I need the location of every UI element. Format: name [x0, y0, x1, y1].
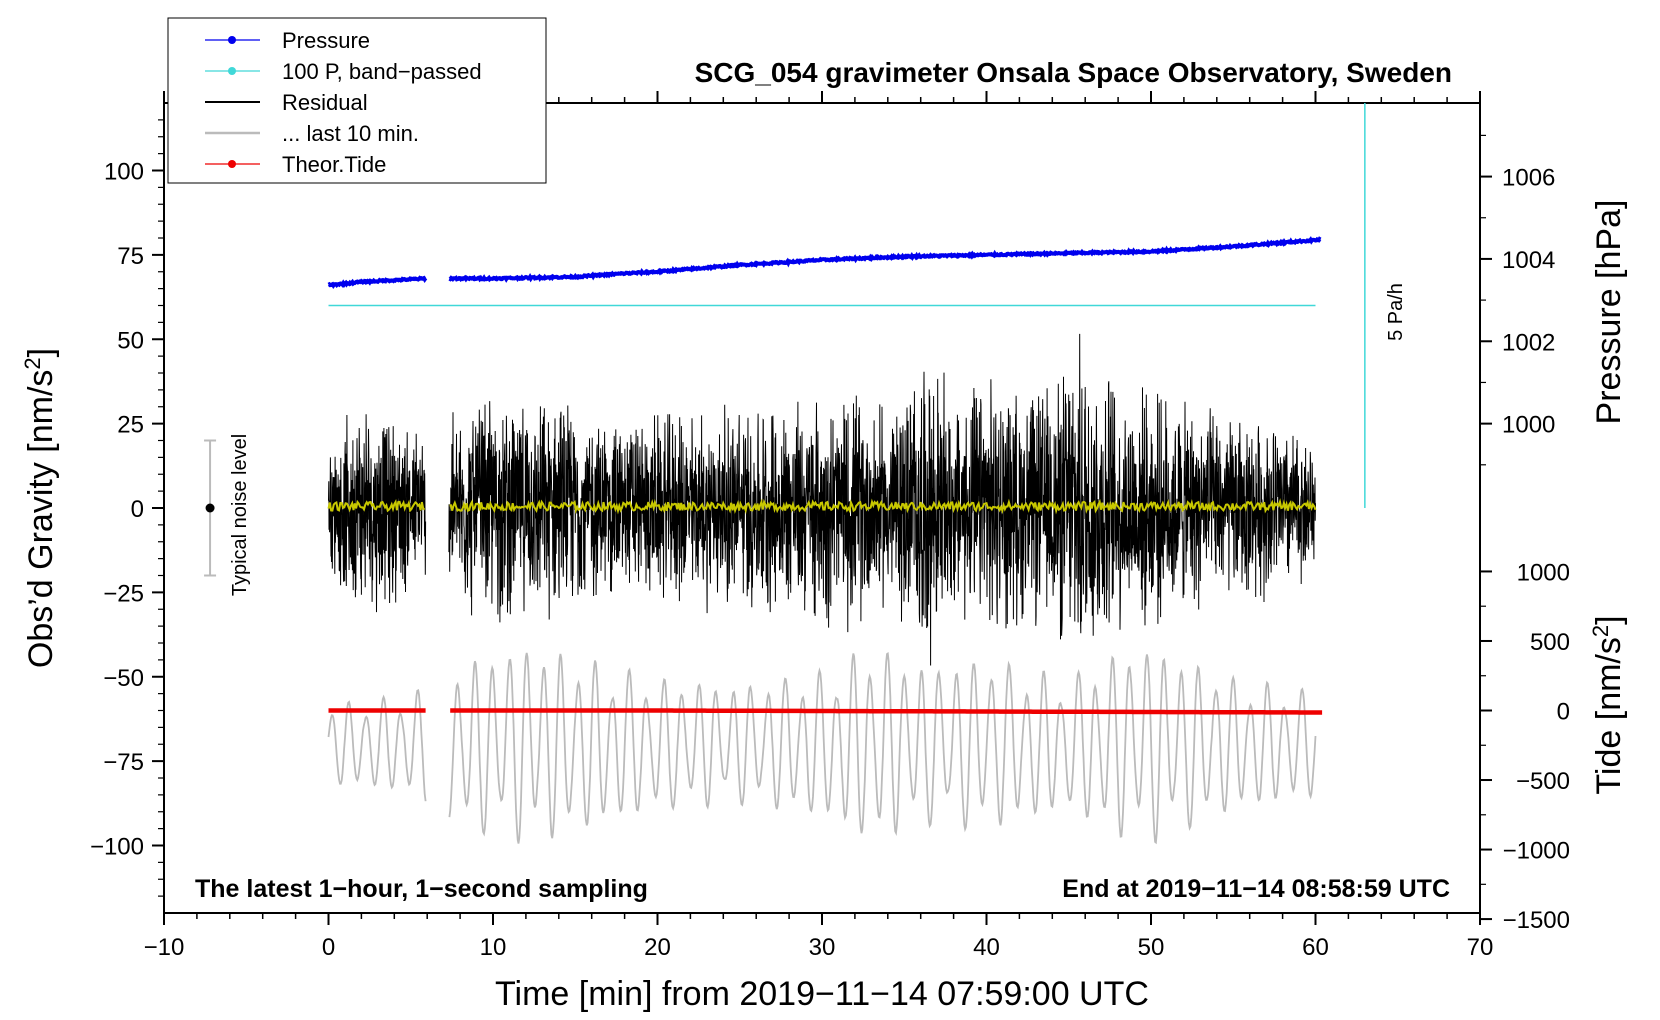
x-tick-label: −10: [144, 934, 185, 961]
legend-box: [167, 17, 547, 184]
x-tick-label: 0: [322, 934, 335, 961]
footnote-left: The latest 1−hour, 1−second sampling: [195, 875, 648, 903]
y-axis-label-tide-text: Tide [nm/s: [1590, 637, 1628, 794]
x-tick-label: 50: [1138, 934, 1165, 961]
series-layer: [327, 236, 1323, 845]
legend-marker: [228, 67, 236, 75]
tide-tick-label: 0: [1557, 699, 1570, 726]
x-tick-label: 60: [1302, 934, 1329, 961]
residual-smoothed-line: [449, 498, 1317, 515]
x-tick-label: 10: [480, 934, 507, 961]
legend-label: 100 P, band−passed: [282, 59, 482, 84]
tide-tick-label: 1000: [1517, 559, 1570, 586]
pressure-tick-label: 1002: [1502, 329, 1555, 356]
residual-smoothed-line: [327, 499, 426, 513]
y-tick-label: −50: [103, 665, 144, 692]
legend: Pressure 100 P, band−passed Residual ... la…: [167, 17, 547, 184]
tide-tick-label: 500: [1530, 629, 1570, 656]
tide-tick-label: −1500: [1503, 907, 1570, 934]
y-tick-label: 0: [131, 496, 144, 523]
y-tick-label: 75: [117, 243, 144, 270]
residual-line: [328, 414, 427, 613]
legend-label: Residual: [282, 90, 368, 115]
pressure-tick-label: 1006: [1502, 165, 1555, 192]
tide-tick-label: −500: [1516, 768, 1570, 795]
y-axis-label-tide-end: ]: [1590, 615, 1628, 624]
last-10-min-line: [448, 651, 1317, 845]
legend-label: ... last 10 min.: [282, 121, 419, 146]
legend-label: Theor.Tide: [282, 152, 386, 177]
y-axis-label-tide: Tide [nm/s2]: [1588, 615, 1628, 794]
y-axis-label-left-text: Obs’d Gravity [nm/s: [22, 370, 60, 669]
y-tick-label: 100: [104, 159, 144, 186]
x-tick-label: 70: [1467, 934, 1494, 961]
y-axis-label-left: Obs’d Gravity [nm/s2]: [20, 348, 60, 668]
y-tick-label: 50: [117, 327, 144, 354]
x-tick-label: 30: [809, 934, 836, 961]
x-tick-label: 40: [973, 934, 1000, 961]
legend-label: Pressure: [282, 28, 370, 53]
y-tick-label: −25: [103, 580, 144, 607]
y-axis-label-left-sup: 2: [20, 357, 45, 369]
theor-tide-line: [450, 708, 1323, 715]
tide-tick-label: −1000: [1503, 838, 1570, 865]
noise-level-label: Typical noise level: [229, 434, 251, 596]
last-10-min-line: [327, 689, 427, 802]
legend-marker: [228, 36, 236, 44]
y-axis-label-pressure: Pressure [hPa]: [1590, 200, 1628, 425]
pressure-line: [327, 275, 428, 290]
marks-layer: [204, 103, 1366, 577]
rate-label: 5 Pa/h: [1385, 283, 1407, 341]
y-tick-label: 25: [117, 412, 144, 439]
y-tick-label: −100: [90, 834, 144, 861]
x-axis: −10 0 10 20 30 40 50 60 70: [144, 91, 1494, 961]
y-axis-label-left-end: ]: [22, 348, 60, 357]
y-axis-label-tide-sup: 2: [1588, 625, 1613, 637]
y-axis-tide: 1000 500 0 −500 −1000 −1500: [1480, 559, 1570, 934]
footnote-right: End at 2019−11−14 08:58:59 UTC: [1062, 875, 1450, 903]
pressure-line: [448, 236, 1322, 283]
x-axis-label: Time [min] from 2019−11−14 07:59:00 UTC: [495, 975, 1149, 1013]
legend-marker: [228, 160, 236, 168]
pressure-tick-label: 1004: [1502, 247, 1555, 274]
pressure-tick-label: 1000: [1502, 412, 1555, 439]
y-axis-pressure: 1006 1004 1002 1000: [1480, 134, 1555, 466]
noise-level-dot: [205, 503, 215, 513]
chart-title: SCG_054 gravimeter Onsala Space Observat…: [695, 57, 1452, 88]
y-tick-label: −75: [103, 749, 144, 776]
residual-line: [448, 333, 1316, 666]
x-tick-label: 20: [644, 934, 671, 961]
y-axis-left: 100 75 50 25 0 −25 −50 −75 −100: [90, 119, 164, 897]
